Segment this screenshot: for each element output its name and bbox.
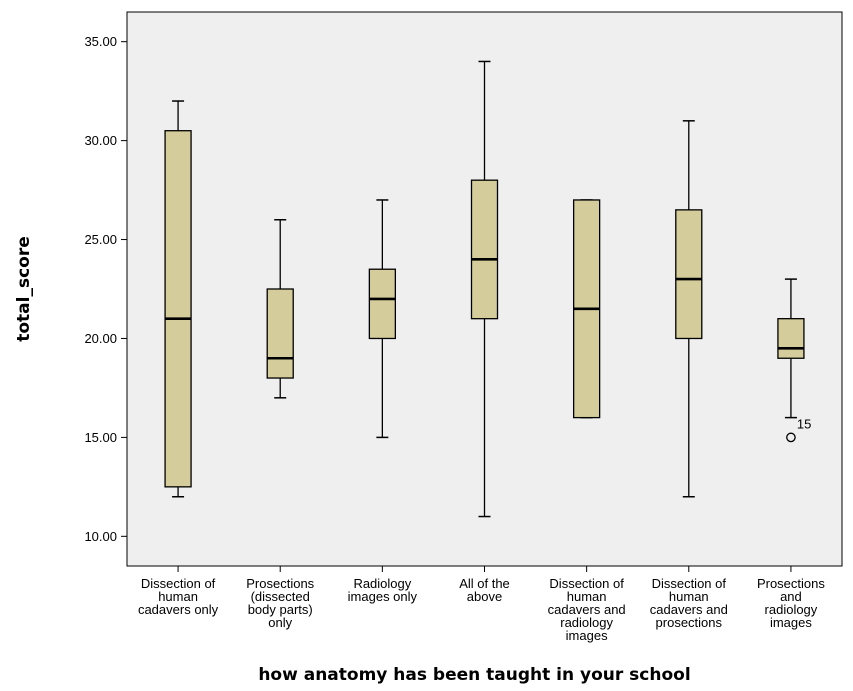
y-tick-label: 35.00 xyxy=(84,34,117,49)
x-tick-label-line: radiology xyxy=(560,615,613,630)
y-tick-label: 15.00 xyxy=(84,430,117,445)
x-tick-label: Prosections and radiology images xyxy=(757,576,825,630)
y-tick-label: 10.00 xyxy=(84,529,117,544)
box-group xyxy=(675,120,703,498)
y-tick-label: 30.00 xyxy=(84,133,117,148)
box-iqr xyxy=(777,318,805,359)
x-tick-label-line: cadavers only xyxy=(138,602,219,617)
outlier-point xyxy=(786,432,796,443)
boxes: 15 xyxy=(164,60,811,518)
outlier-label: 15 xyxy=(797,416,811,431)
x-tick-label: Dissection of human cadavers only xyxy=(138,576,219,617)
x-tick-label-line: human xyxy=(669,589,709,604)
x-tick-label-line: cadavers and xyxy=(650,602,728,617)
x-tick-label-line: images xyxy=(770,615,812,630)
box-iqr xyxy=(470,179,499,320)
x-tick-label-line: Dissection of xyxy=(549,576,624,591)
x-tick-label-line: cadavers and xyxy=(548,602,626,617)
x-tick-label-line: Prosections xyxy=(246,576,314,591)
x-tick-label: All of the above xyxy=(459,576,510,604)
y-axis: 10.00 15.00 20.00 25.00 30.00 35.00 xyxy=(84,34,127,544)
box-iqr xyxy=(164,130,192,488)
x-tick-label: Radiology images only xyxy=(348,576,418,604)
x-tick-label: Prosections (dissected body parts) only xyxy=(246,576,314,630)
x-tick-label-line: human xyxy=(158,589,198,604)
x-tick-label-line: images xyxy=(566,628,608,643)
x-tick-label-line: and xyxy=(780,589,802,604)
x-tick-label-line: radiology xyxy=(765,602,818,617)
x-tick-label-line: Prosections xyxy=(757,576,825,591)
box-iqr xyxy=(266,288,294,379)
box-group: 15 xyxy=(777,278,811,443)
y-tick-label: 20.00 xyxy=(84,331,117,346)
x-tick-label-line: body parts) xyxy=(248,602,313,617)
y-tick-label: 25.00 xyxy=(84,232,117,247)
x-axis: Dissection of human cadavers onlyProsectio… xyxy=(138,566,825,643)
x-tick-label-line: images only xyxy=(348,589,418,604)
x-tick-label-line: only xyxy=(268,615,292,630)
x-tick-label: Dissection of human cadavers and prosection… xyxy=(650,576,728,630)
x-tick-label-line: All of the xyxy=(459,576,510,591)
box-group xyxy=(470,60,499,518)
x-tick-label-line: Dissection of xyxy=(141,576,216,591)
box-iqr xyxy=(368,268,397,340)
x-tick-label-line: Dissection of xyxy=(652,576,727,591)
x-tick-label-line: Radiology xyxy=(353,576,411,591)
x-tick-label: Dissection of human cadavers and radiology i… xyxy=(548,576,626,643)
box-iqr xyxy=(675,209,703,340)
box-group xyxy=(164,100,192,498)
x-tick-label-line: above xyxy=(467,589,502,604)
y-axis-title: total_score xyxy=(14,236,34,342)
box-group xyxy=(572,199,601,419)
box-group xyxy=(368,199,397,439)
x-axis-title: how anatomy has been taught in your scho… xyxy=(258,665,690,685)
box-group xyxy=(266,219,294,399)
x-tick-label-line: prosections xyxy=(656,615,723,630)
x-tick-label-line: (dissected xyxy=(251,589,310,604)
x-tick-label-line: human xyxy=(567,589,607,604)
